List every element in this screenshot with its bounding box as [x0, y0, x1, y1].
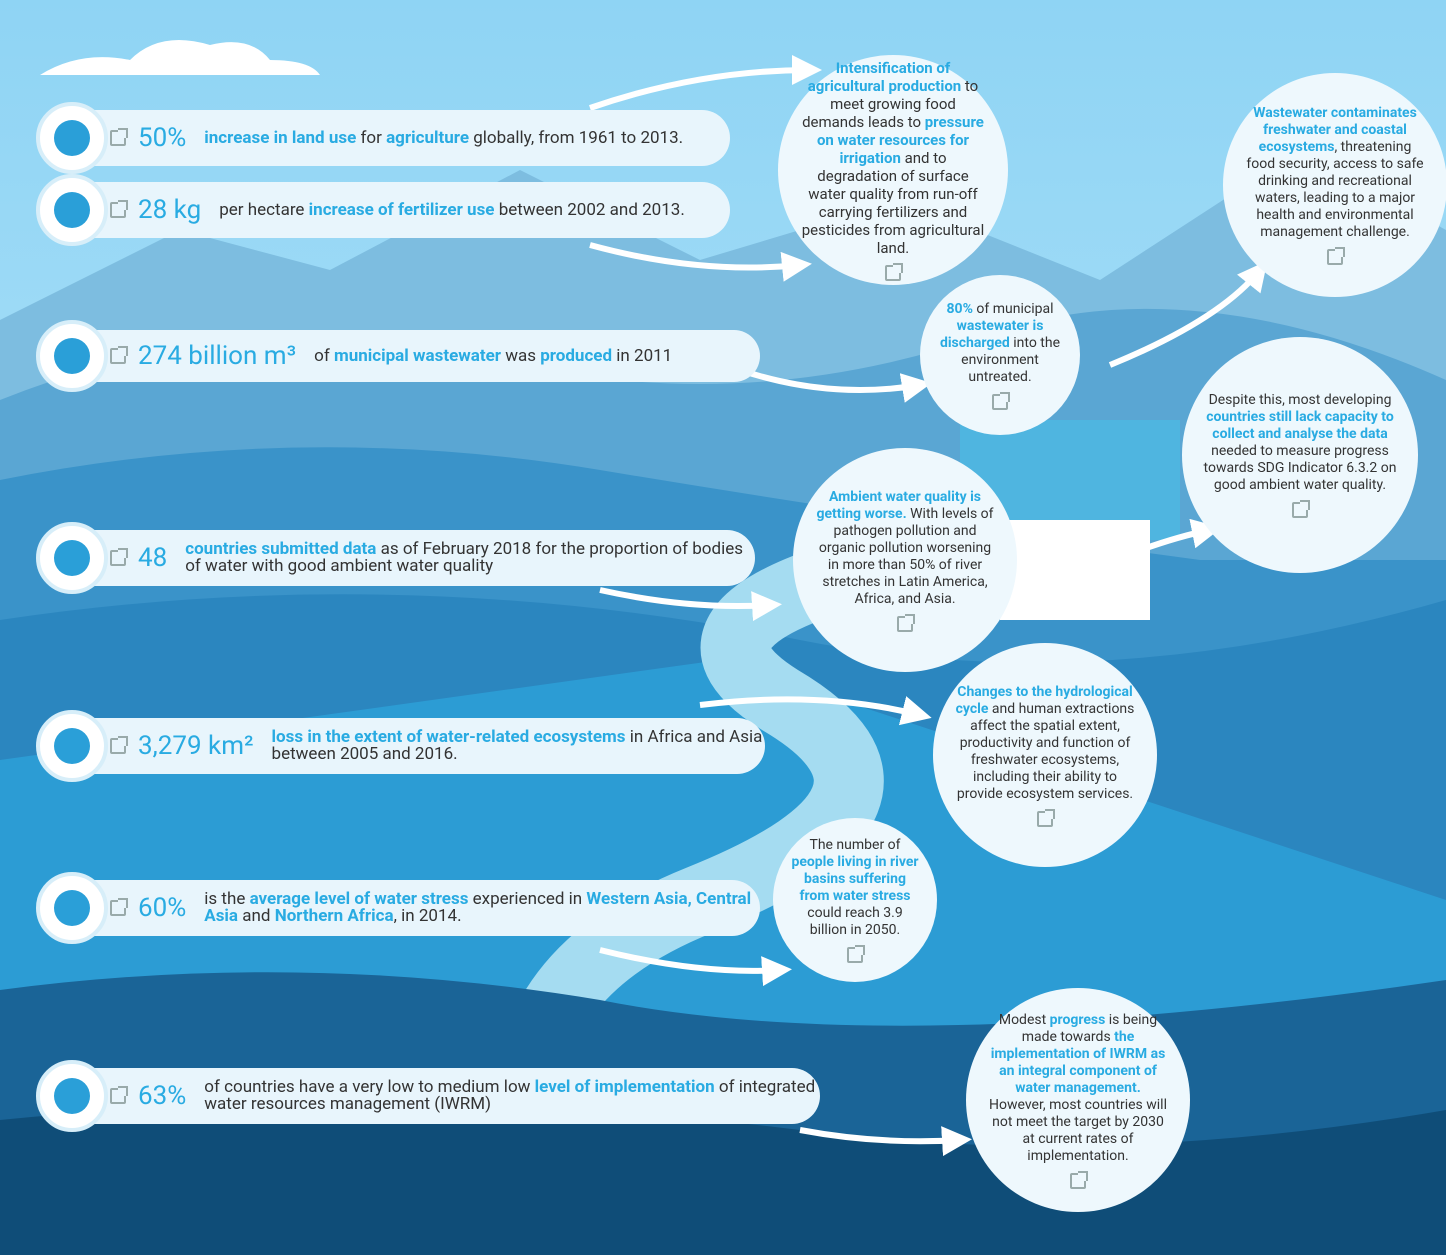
info-circle: The number of people living in river bas… [773, 818, 937, 982]
infographic: 50% increase in land use for agriculture … [0, 0, 1446, 1255]
stat-value: 274 billion m³ [138, 341, 296, 371]
info-circle: Intensification of agricultural producti… [778, 55, 1008, 285]
stat-icon [36, 710, 108, 782]
stat-pill: 28 kg per hectare increase of fertilizer … [40, 182, 730, 238]
link-icon[interactable] [110, 348, 126, 364]
highlight-run: increase of fertilizer use [309, 200, 495, 220]
info-circle: Changes to the hydrological cycle and hu… [933, 643, 1157, 867]
text-run: per hectare [219, 200, 308, 220]
stat-text: of countries have a very low to medium l… [204, 1079, 820, 1113]
link-icon[interactable] [110, 900, 126, 916]
info-circle: Despite this, most developing countries … [1182, 337, 1418, 573]
info-circle: 80% of municipal wastewater is discharge… [920, 275, 1080, 435]
icon-shape [54, 192, 90, 228]
link-icon[interactable] [110, 550, 126, 566]
stat-text: countries submitted data as of February … [185, 541, 755, 575]
highlight-run: Intensification of agricultural producti… [808, 59, 961, 95]
stat-icon [36, 872, 108, 944]
highlight-run: municipal wastewater [334, 346, 501, 366]
link-icon[interactable] [992, 394, 1008, 410]
link-icon[interactable] [1070, 1173, 1086, 1189]
text-run: needed to measure progress towards SDG I… [1204, 443, 1397, 493]
link-icon[interactable] [110, 130, 126, 146]
text-run: Despite this, most developing [1209, 392, 1392, 408]
stat-text: per hectare increase of fertilizer use b… [219, 202, 685, 219]
circle-text: Intensification of agricultural producti… [799, 59, 988, 257]
text-run: globally, from 1961 to 2013. [469, 128, 683, 148]
highlight-run: Northern Africa [275, 906, 394, 926]
stat-icon [36, 102, 108, 174]
text-run: experienced in [468, 889, 586, 909]
text-run: , in 2014. [394, 906, 462, 926]
circle-text: The number of people living in river bas… [788, 837, 923, 939]
link-icon[interactable] [847, 947, 863, 963]
link-icon[interactable] [1327, 249, 1343, 265]
circle-text: Ambient water quality is getting worse. … [813, 489, 997, 608]
stat-pill: 3,279 km² loss in the extent of water-rel… [40, 718, 765, 774]
stat-icon [36, 1060, 108, 1132]
stat-pill: 60% is the average level of water stress … [40, 880, 760, 936]
highlight-run: people living in river basins suffering … [791, 854, 918, 904]
text-run: and [238, 906, 275, 926]
link-icon[interactable] [110, 202, 126, 218]
circle-text: Modest progress is being made towards th… [986, 1012, 1170, 1165]
stat-icon [36, 522, 108, 594]
circle-text: 80% of municipal wastewater is discharge… [934, 301, 1065, 386]
stat-pill: 274 billion m³ of municipal wastewater wa… [40, 330, 760, 382]
highlight-run: 80% [947, 301, 973, 317]
text-run: of [314, 346, 334, 366]
stat-value: 48 [138, 543, 167, 573]
highlight-run: level of implementation [535, 1077, 715, 1097]
text-run: However, most countries will not meet th… [989, 1097, 1167, 1164]
text-run: of municipal [973, 301, 1054, 317]
info-circle: Wastewater contaminates freshwater and c… [1223, 73, 1446, 297]
stat-text: loss in the extent of water-related ecos… [272, 729, 765, 763]
icon-shape [54, 1078, 90, 1114]
text-run: for [356, 128, 386, 148]
link-icon[interactable] [1292, 502, 1308, 518]
link-icon[interactable] [110, 738, 126, 754]
text-run: The number of [809, 837, 900, 853]
stat-value: 60% [138, 893, 186, 923]
link-icon[interactable] [110, 1088, 126, 1104]
highlight-run: increase in land use [204, 128, 356, 148]
stat-pill: 63% of countries have a very low to mediu… [40, 1068, 820, 1124]
link-icon[interactable] [897, 616, 913, 632]
circle-text: Despite this, most developing countries … [1203, 392, 1397, 494]
info-circle: Modest progress is being made towards th… [966, 988, 1190, 1212]
icon-shape [54, 890, 90, 926]
text-run: Modest [999, 1012, 1050, 1028]
stat-text: is the average level of water stress exp… [204, 891, 760, 925]
info-circle: Ambient water quality is getting worse. … [793, 448, 1017, 672]
stat-value: 63% [138, 1081, 186, 1111]
text-run: was [501, 346, 540, 366]
stat-pill: 50% increase in land use for agriculture … [40, 110, 730, 166]
stat-value: 3,279 km² [138, 731, 254, 761]
highlight-run: countries still lack capacity to collect… [1206, 409, 1394, 442]
stat-text: of municipal wastewater was produced in … [314, 348, 672, 365]
text-run: in 2011 [612, 346, 672, 366]
text-run: could reach 3.9 billion in 2050. [807, 905, 902, 938]
stat-icon [36, 174, 108, 246]
icon-shape [54, 338, 90, 374]
text-run: between 2002 and 2013. [495, 200, 685, 220]
stat-icon [36, 320, 108, 392]
stat-value: 28 kg [138, 195, 201, 225]
icon-shape [54, 120, 90, 156]
stat-value: 50% [138, 123, 186, 153]
icon-shape [54, 728, 90, 764]
circle-text: Changes to the hydrological cycle and hu… [953, 684, 1137, 803]
stat-text: increase in land use for agriculture glo… [204, 130, 683, 147]
circle-text: Wastewater contaminates freshwater and c… [1243, 105, 1427, 241]
link-icon[interactable] [885, 265, 901, 281]
highlight-run: agriculture [386, 128, 469, 148]
stat-pill: 48 countries submitted data as of Februar… [40, 530, 755, 586]
highlight-run: produced [540, 346, 612, 366]
icon-shape [54, 540, 90, 576]
link-icon[interactable] [1037, 811, 1053, 827]
highlight-run: progress [1050, 1012, 1106, 1028]
